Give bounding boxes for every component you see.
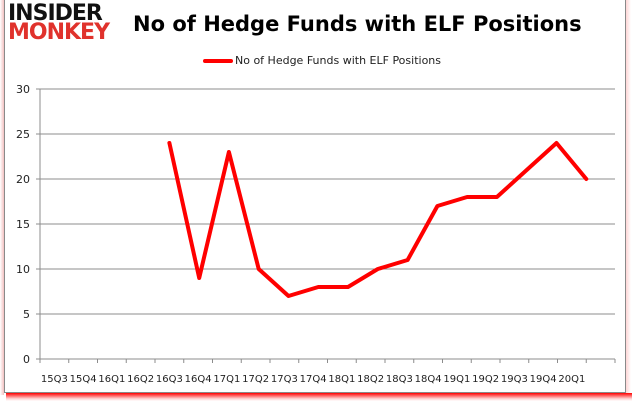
x-tick-label: 16Q3 [156,374,183,385]
x-tick-label: 18Q1 [328,374,355,385]
x-tick-label: 16Q4 [185,374,212,385]
x-tick-label: 18Q2 [357,374,384,385]
y-tick-label: 0 [23,353,30,366]
insider-monkey-logo: INSIDER MONKEY [8,1,110,45]
x-tick-label: 17Q4 [300,374,327,385]
x-tick-label: 19Q4 [530,374,557,385]
x-tick-label: 19Q2 [472,374,499,385]
x-tick-label: 19Q1 [443,374,470,385]
x-tick-label: 16Q1 [98,374,125,385]
frame-shadow-right [626,0,631,397]
x-tick-label: 17Q1 [213,374,240,385]
logo-line-2: MONKEY [8,20,110,45]
y-tick-label: 5 [23,308,30,321]
frame-shadow-left [0,0,4,395]
y-tick-label: 15 [16,218,30,231]
y-tick-label: 25 [16,128,30,141]
legend-label: No of Hedge Funds with ELF Positions [235,54,441,67]
x-tick-label: 18Q4 [415,374,442,385]
logo-line-1: INSIDER [8,1,103,26]
chart-title: No of Hedge Funds with ELF Positions [133,12,582,36]
x-tick-label: 16Q2 [127,374,154,385]
legend-line-swatch-icon [203,58,233,63]
y-tick-label: 20 [16,173,30,186]
chart-legend: No of Hedge Funds with ELF Positions [203,54,441,67]
x-tick-label: 15Q3 [41,374,68,385]
x-tick-label: 18Q3 [386,374,413,385]
x-tick-label: 17Q2 [242,374,269,385]
x-tick-label: 17Q3 [271,374,298,385]
chart-frame [4,0,626,393]
y-tick-label: 30 [16,83,30,96]
y-tick-label: 10 [16,263,30,276]
frame-shadow-bottom [6,393,632,401]
series-line [167,141,589,298]
x-tick-label: 15Q4 [70,374,97,385]
x-tick-label: 19Q3 [501,374,528,385]
x-tick-label: 20Q1 [558,374,585,385]
